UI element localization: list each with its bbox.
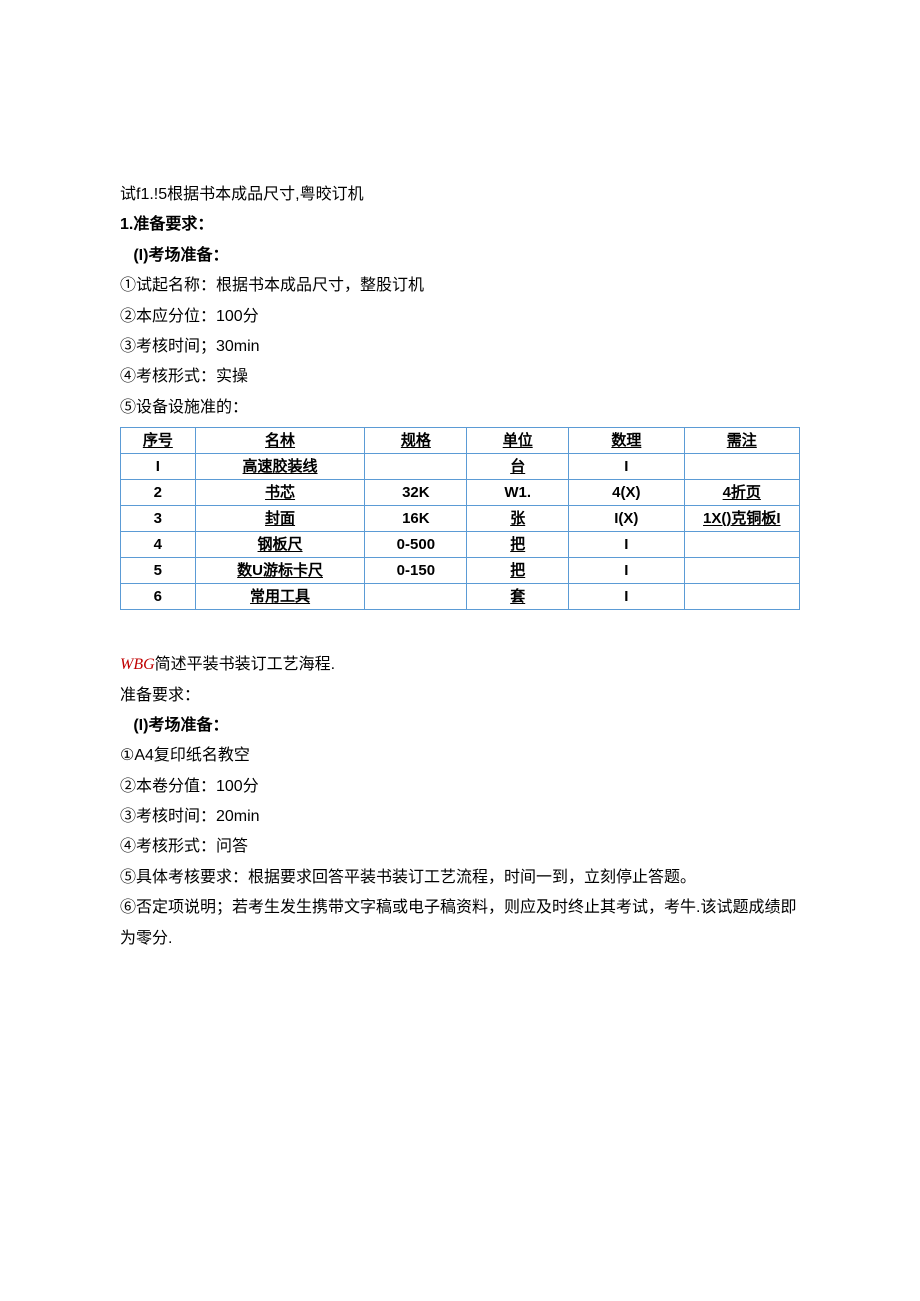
th-0: 序号: [121, 428, 196, 454]
td: I: [569, 532, 684, 558]
td: 封面: [195, 506, 365, 532]
td: 高速胶装线: [195, 454, 365, 480]
table-row: 2 书芯 32K W1. 4(X) 4折页: [121, 480, 800, 506]
s1-item-1: ①试起名称：根据书本成品尺寸，整股订机: [120, 271, 800, 301]
td: 3: [121, 506, 196, 532]
td: I: [569, 454, 684, 480]
s2-title: WBG简述平装书装订工艺海程.: [120, 650, 800, 680]
td: I: [569, 558, 684, 584]
table-body: I 高速胶装线 台 I 2 书芯 32K W1. 4(X) 4折页 3 封面 1…: [121, 454, 800, 610]
s1-item-2: ②本应分位：100分: [120, 302, 800, 332]
td: 2: [121, 480, 196, 506]
s2-sub1: (I)考场准备：: [120, 711, 800, 741]
td: 0-150: [365, 558, 467, 584]
table-row: 3 封面 16K 张 I(X) 1X()克铜板I: [121, 506, 800, 532]
td: I(X): [569, 506, 684, 532]
td: 常用工具: [195, 584, 365, 610]
s1-prep-heading: 1.准备要求：: [120, 210, 800, 240]
th-3: 单位: [467, 428, 569, 454]
td: 0-500: [365, 532, 467, 558]
s2-item-1: ①A4复印纸名教空: [120, 741, 800, 771]
td: 16K: [365, 506, 467, 532]
th-2: 规格: [365, 428, 467, 454]
s1-title: 试f1.!5根据书本成品尺寸,粤晈订机: [120, 180, 800, 210]
s2-item-5: ⑤具体考核要求：根据要求回答平装书装订工艺流程，时间一到，立刻停止答题。: [120, 863, 800, 893]
td: 书芯: [195, 480, 365, 506]
s2-item-6: ⑥否定项说明；若考生发生携带文字稿或电子稿资料，则应及时终止其考试，考牛.该试题…: [120, 893, 800, 954]
table-row: 5 数U游标卡尺 0-150 把 I: [121, 558, 800, 584]
td: [684, 532, 799, 558]
td: I: [569, 584, 684, 610]
s2-item-3: ③考核时间：20min: [120, 802, 800, 832]
table-row: 4 钢板尺 0-500 把 I: [121, 532, 800, 558]
document-page: 试f1.!5根据书本成品尺寸,粤晈订机 1.准备要求： (I)考场准备： ①试起…: [0, 0, 920, 1054]
td: 把: [467, 532, 569, 558]
s2-title-red: WBG: [120, 656, 155, 673]
td: I: [121, 454, 196, 480]
s2-item-2: ②本卷分值：100分: [120, 772, 800, 802]
td: 张: [467, 506, 569, 532]
td: 1X()克铜板I: [684, 506, 799, 532]
td: W1.: [467, 480, 569, 506]
table-header-row: 序号 名林 规格 单位 数理 需注: [121, 428, 800, 454]
td: 32K: [365, 480, 467, 506]
td: 套: [467, 584, 569, 610]
td: 6: [121, 584, 196, 610]
s1-item-3: ③考核时间；30min: [120, 332, 800, 362]
s1-sub1: (I)考场准备：: [120, 241, 800, 271]
s2-item-4: ④考核形式：问答: [120, 832, 800, 862]
td: [365, 584, 467, 610]
table-row: I 高速胶装线 台 I: [121, 454, 800, 480]
s2-prep-heading: 准备要求：: [120, 681, 800, 711]
td: [365, 454, 467, 480]
td: 4: [121, 532, 196, 558]
th-1: 名林: [195, 428, 365, 454]
td: [684, 584, 799, 610]
table-row: 6 常用工具 套 I: [121, 584, 800, 610]
td: 钢板尺: [195, 532, 365, 558]
td: 4(X): [569, 480, 684, 506]
td: 数U游标卡尺: [195, 558, 365, 584]
s2-title-rest: 简述平装书装订工艺海程.: [155, 656, 335, 673]
th-5: 需注: [684, 428, 799, 454]
td: [684, 558, 799, 584]
td: 4折页: [684, 480, 799, 506]
td: 把: [467, 558, 569, 584]
th-4: 数理: [569, 428, 684, 454]
td: 5: [121, 558, 196, 584]
s1-item-5: ⑤设备设施准的：: [120, 393, 800, 423]
td: 台: [467, 454, 569, 480]
s1-item-4: ④考核形式：实操: [120, 362, 800, 392]
td: [684, 454, 799, 480]
equipment-table: 序号 名林 规格 单位 数理 需注 I 高速胶装线 台 I 2 书芯 32K W: [120, 427, 800, 610]
